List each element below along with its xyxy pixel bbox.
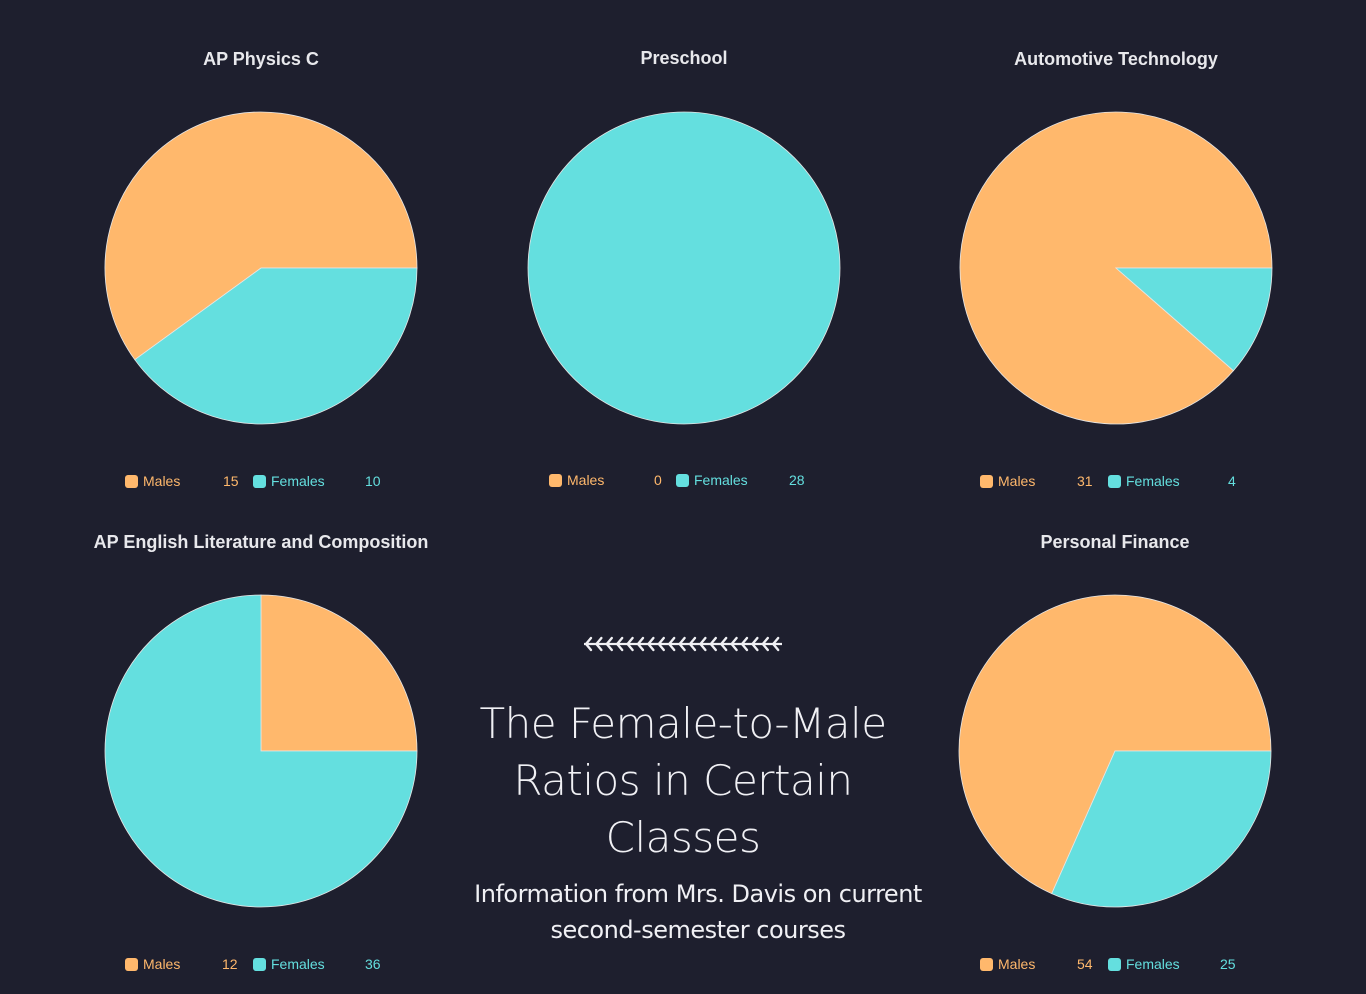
legend-label-males: Males (567, 472, 605, 488)
pie-legend: Males 54 Females 25 (980, 954, 1280, 974)
legend-swatch-females (253, 474, 266, 488)
legend-label-females: Females (694, 472, 748, 488)
legend-label-males: Males (998, 956, 1036, 972)
legend-swatch-males (125, 474, 138, 488)
pie-slice-females[interactable] (134, 267, 418, 425)
pie-panel-preschool: Preschool Males 0 Females 28 (513, 40, 855, 500)
legend-label-females: Females (271, 473, 325, 489)
pie-title: AP English Literature and Composition (93, 532, 429, 552)
legend-swatch-females (676, 473, 689, 487)
legend-label-females: Females (1126, 473, 1180, 489)
pie-slice-males[interactable] (958, 594, 1272, 895)
pie-title: AP Physics C (203, 49, 319, 69)
legend-item-males[interactable]: Males (980, 471, 1035, 491)
page-subtitle-line-1: Information from Mrs. Davis on current (474, 880, 922, 908)
pie-chart (527, 111, 841, 425)
pie-chart (959, 111, 1273, 425)
pie-slice-males[interactable] (104, 111, 418, 361)
legend-label-males: Males (143, 473, 181, 489)
pie-chart (958, 594, 1272, 908)
legend-swatch-males (549, 473, 562, 487)
pie-legend: Males 0 Females 28 (549, 470, 849, 490)
legend-value-males: 0 (654, 472, 662, 488)
legend-swatch-females (253, 957, 266, 971)
legend-item-females[interactable]: Females (1108, 954, 1180, 974)
pie-legend: Males 15 Females 10 (125, 471, 425, 491)
legend-value-females: 4 (1228, 473, 1236, 489)
legend-item-males[interactable]: Males (125, 471, 180, 491)
legend-swatch-males (125, 957, 138, 971)
page-title: The Female-to-Male Ratios in Certain Cla… (440, 695, 926, 866)
pie-title: Automotive Technology (1014, 49, 1218, 69)
pie-panel-personal-finance: Personal Finance Males 54 Females 25 (944, 523, 1286, 983)
page-subtitle: Information from Mrs. Davis on current s… (440, 876, 926, 948)
legend-swatch-females (1108, 957, 1121, 971)
legend-swatch-males (980, 474, 993, 488)
pie-panel-automotive-technology: Automotive Technology Males 31 Females 4 (945, 40, 1287, 500)
legend-value-males: 31 (1077, 473, 1093, 489)
legend-item-males[interactable]: Males (549, 470, 604, 490)
pie-panel-ap-physics-c: AP Physics C Males 15 Females 10 (90, 40, 432, 500)
pie-chart (104, 111, 418, 425)
legend-label-females: Females (1126, 956, 1180, 972)
pie-slice-males[interactable] (260, 594, 418, 752)
pie-slice-females[interactable] (104, 594, 418, 908)
legend-value-females: 25 (1220, 956, 1236, 972)
legend-swatch-males (980, 957, 993, 971)
pie-legend: Males 31 Females 4 (980, 471, 1280, 491)
pie-slice-females[interactable] (1114, 267, 1273, 372)
pie-title: Preschool (640, 48, 728, 68)
legend-item-females[interactable]: Females (253, 471, 325, 491)
legend-label-females: Females (271, 956, 325, 972)
page-subtitle-line-2: second-semester courses (550, 916, 846, 944)
legend-value-females: 10 (365, 473, 381, 489)
legend-value-males: 54 (1077, 956, 1093, 972)
legend-swatch-females (1108, 474, 1121, 488)
decorative-divider-icon (584, 636, 782, 652)
legend-item-females[interactable]: Females (253, 954, 325, 974)
legend-item-females[interactable]: Females (1108, 471, 1180, 491)
pie-panel-ap-english-literature: AP English Literature and Composition Ma… (90, 523, 432, 983)
legend-value-females: 28 (789, 472, 805, 488)
legend-value-females: 36 (365, 956, 381, 972)
legend-item-males[interactable]: Males (125, 954, 180, 974)
page-title-line-2: Ratios in Certain Classes (513, 756, 853, 862)
legend-item-females[interactable]: Females (676, 470, 748, 490)
legend-item-males[interactable]: Males (980, 954, 1035, 974)
pie-chart (104, 594, 418, 908)
page-title-line-1: The Female-to-Male (479, 699, 887, 748)
legend-label-males: Males (143, 956, 181, 972)
pie-legend: Males 12 Females 36 (125, 954, 425, 974)
pie-slice-females[interactable] (527, 111, 841, 425)
pie-slice-females[interactable] (1051, 750, 1272, 908)
legend-label-males: Males (998, 473, 1036, 489)
legend-value-males: 15 (223, 473, 239, 489)
legend-value-males: 12 (222, 956, 238, 972)
pie-title: Personal Finance (1040, 532, 1190, 552)
pie-slice-males[interactable] (959, 111, 1273, 425)
center-text-block: The Female-to-Male Ratios in Certain Cla… (440, 635, 926, 948)
